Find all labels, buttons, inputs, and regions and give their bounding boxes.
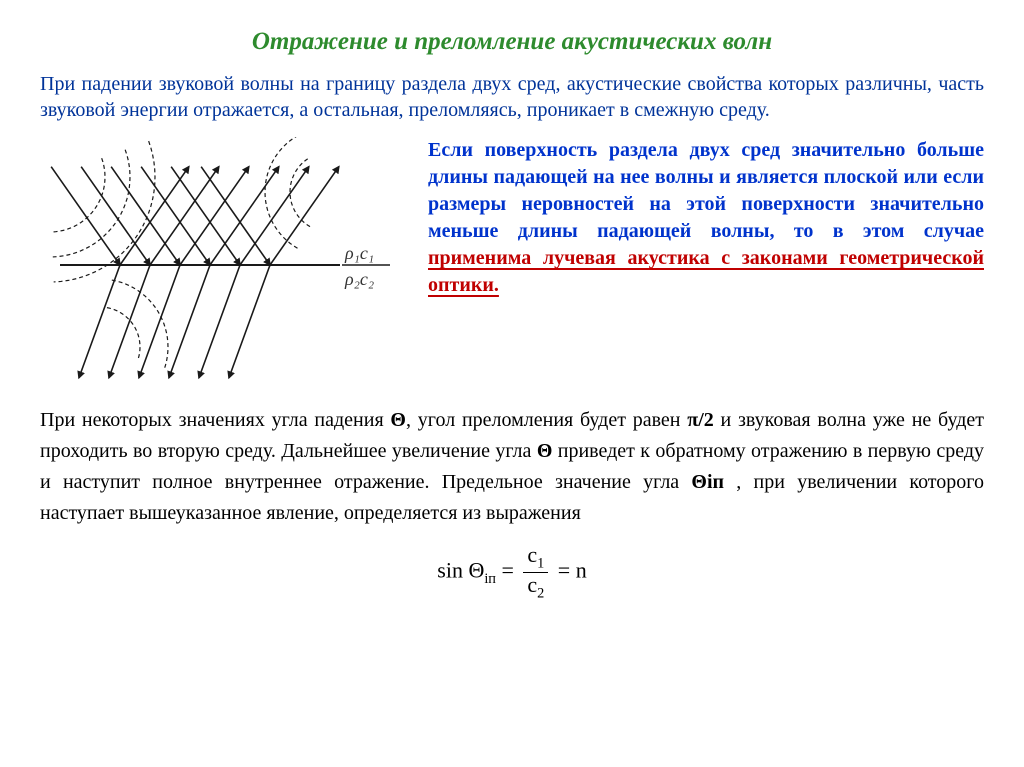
body-p1b: , угол преломления будет равен <box>406 409 687 431</box>
formula-den-sub: 2 <box>537 586 544 602</box>
diagram-svg: ρ₁c₁ ρ₂c₂ <box>40 137 410 387</box>
svg-text:ρ₂c₂: ρ₂c₂ <box>344 269 374 289</box>
formula-fraction: c1c2 <box>523 543 548 602</box>
formula-lhs-sub: iп <box>484 571 496 587</box>
side-paragraph: Если поверхность раздела двух сред значи… <box>428 137 984 387</box>
formula-rhs: = n <box>552 558 586 583</box>
formula-lhs: sin Θ <box>437 558 484 583</box>
page-title: Отражение и преломление акустических вол… <box>40 28 984 56</box>
body-p1a: При некоторых значениях угла падения <box>40 409 390 431</box>
wave-refraction-diagram: ρ₁c₁ ρ₂c₂ <box>40 137 410 387</box>
side-text-highlight: применима лучевая акустика с законами ге… <box>428 247 984 296</box>
formula-den: c <box>527 572 537 597</box>
body-paragraph: При некоторых значениях угла падения Θ, … <box>40 405 984 529</box>
pi-half-symbol: π/2 <box>687 409 714 431</box>
formula-eq1: = <box>496 558 519 583</box>
formula-num-sub: 1 <box>537 556 544 572</box>
formula-num: c <box>527 542 537 567</box>
side-text-main: Если поверхность раздела двух сред значи… <box>428 139 984 242</box>
formula: sin Θiп = c1c2 = n <box>40 543 984 602</box>
theta-symbol-1: Θ <box>390 409 406 431</box>
theta-ip-symbol: Θiп <box>691 471 724 493</box>
theta-symbol-2: Θ <box>537 440 553 462</box>
intro-paragraph: При падении звуковой волны на границу ра… <box>40 72 984 123</box>
middle-row: ρ₁c₁ ρ₂c₂ Если поверхность раздела двух с… <box>40 137 984 387</box>
svg-text:ρ₁c₁: ρ₁c₁ <box>344 243 374 263</box>
